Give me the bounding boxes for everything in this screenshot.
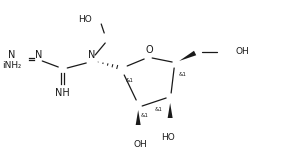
Polygon shape (179, 51, 196, 61)
Text: O: O (145, 45, 153, 55)
Text: &1: &1 (178, 72, 186, 77)
Polygon shape (168, 103, 173, 118)
Text: N: N (8, 50, 15, 60)
Text: N: N (35, 50, 42, 60)
Text: ₂: ₂ (18, 61, 21, 71)
Text: OH: OH (133, 140, 147, 149)
Text: N: N (87, 50, 95, 60)
Text: OH: OH (235, 48, 249, 56)
Text: HO: HO (161, 133, 175, 142)
Text: iNH: iNH (2, 61, 18, 71)
Text: &1: &1 (125, 78, 133, 83)
Polygon shape (136, 110, 141, 125)
Text: HO: HO (79, 14, 92, 24)
Text: NH: NH (55, 88, 70, 98)
Text: &1: &1 (140, 113, 148, 118)
Text: &1: &1 (154, 107, 162, 112)
